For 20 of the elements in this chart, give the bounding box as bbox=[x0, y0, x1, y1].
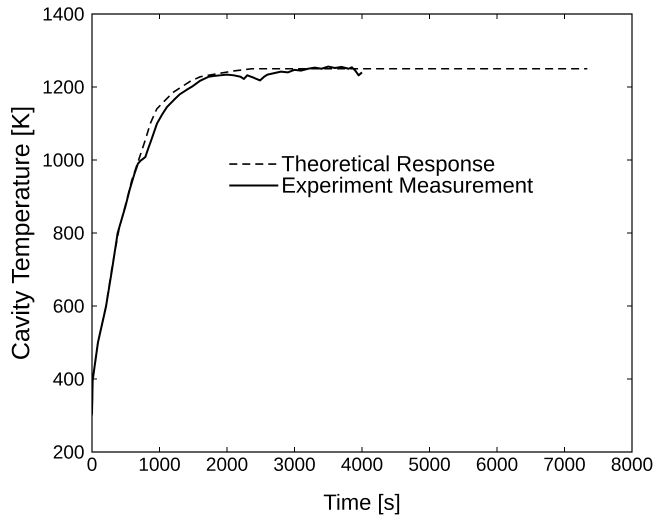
x-tick-label: 3000 bbox=[274, 458, 315, 471]
x-tick-label: 2000 bbox=[206, 458, 248, 471]
x-tick-label: 8000 bbox=[612, 458, 652, 471]
legend-label: Theoretical Response bbox=[282, 155, 494, 176]
x-tick-label: 6000 bbox=[476, 458, 518, 471]
y-tick-label: 200 bbox=[54, 445, 84, 459]
legend-label: Experiment Measurement bbox=[283, 176, 533, 198]
x-tick-label: 1000 bbox=[140, 458, 180, 471]
y-axis-title: Cavity Temperature [K] bbox=[11, 108, 34, 359]
x-tick-label: 4000 bbox=[341, 458, 382, 471]
y-tick-label: 400 bbox=[53, 372, 84, 386]
x-tick-label: 0 bbox=[87, 458, 97, 471]
y-tick-label: 1000 bbox=[44, 153, 84, 167]
y-tick-label: 1200 bbox=[44, 80, 84, 94]
x-axis-title: Time [s] bbox=[324, 494, 400, 514]
y-tick-label: 1400 bbox=[44, 7, 84, 21]
y-tick-label: 800 bbox=[54, 226, 84, 240]
x-tick-label: 5000 bbox=[409, 458, 450, 471]
x-tick-label: 7000 bbox=[544, 458, 585, 471]
y-tick-label: 600 bbox=[54, 299, 84, 313]
